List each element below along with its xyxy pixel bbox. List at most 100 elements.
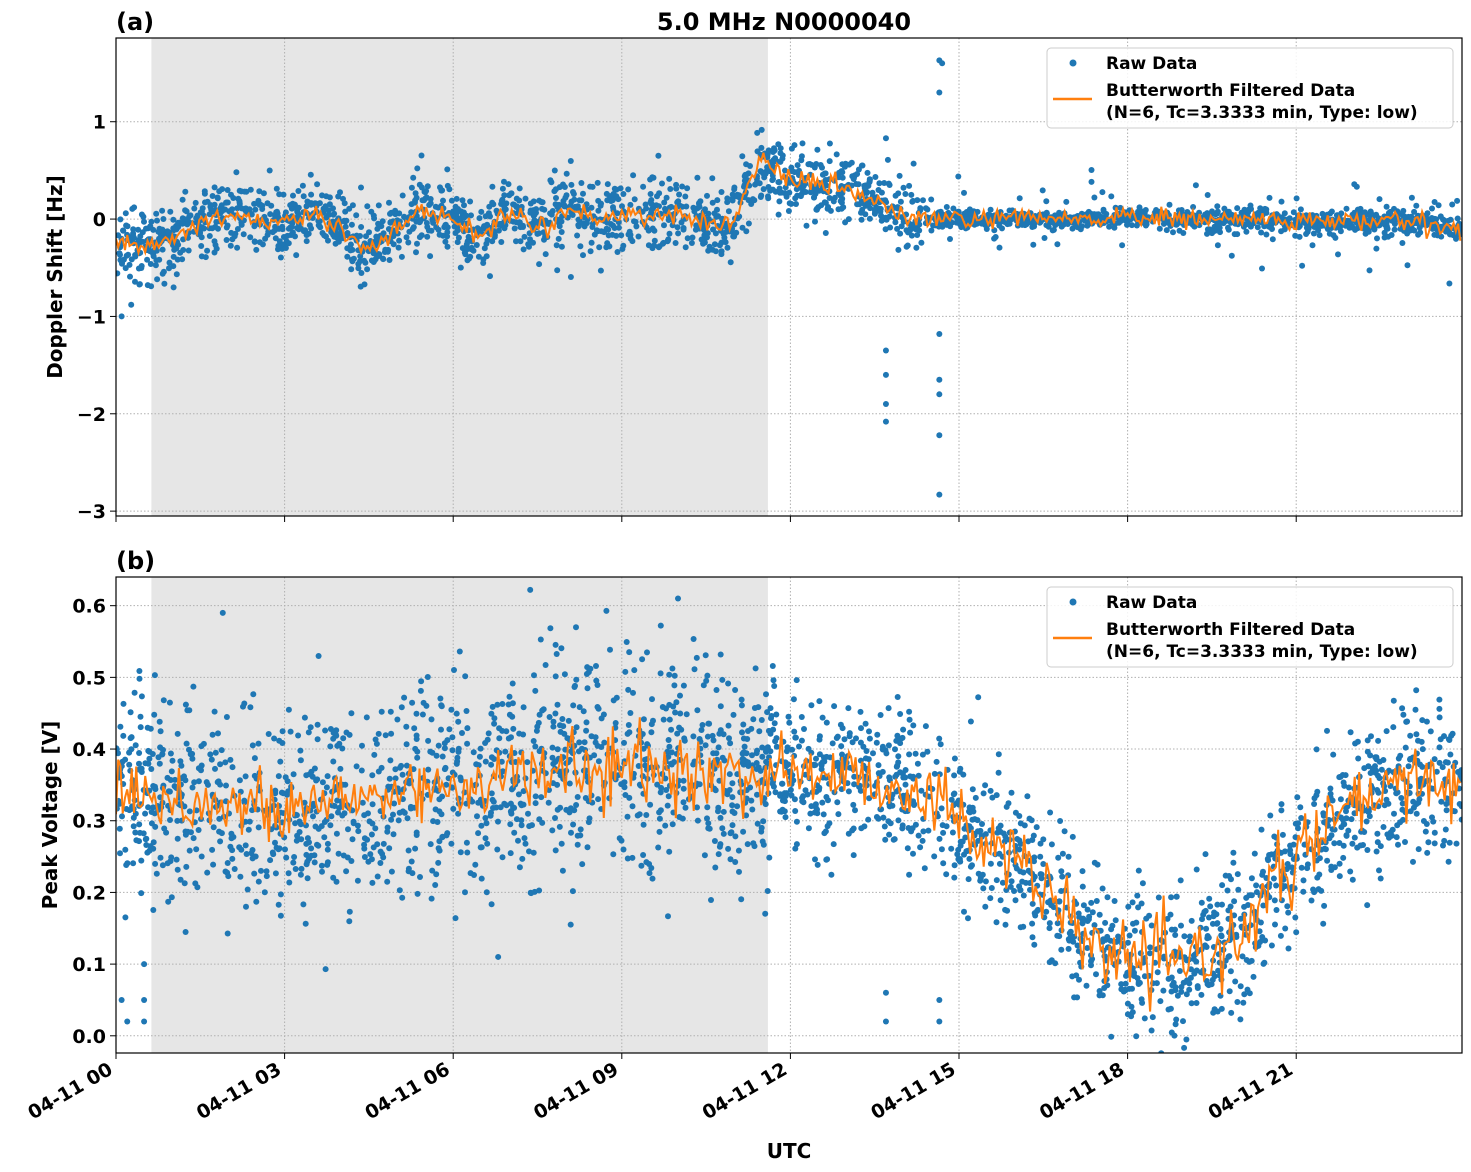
raw-data-point: [1266, 194, 1273, 201]
raw-data-point: [1298, 815, 1305, 821]
raw-data-point: [665, 913, 671, 920]
raw-data-point: [148, 820, 155, 827]
raw-data-point: [1329, 797, 1336, 804]
raw-data-point: [255, 740, 262, 747]
raw-data-point: [568, 181, 575, 188]
raw-data-point: [348, 266, 355, 273]
raw-data-point: [236, 844, 243, 851]
raw-data-point: [793, 201, 799, 207]
raw-data-point: [805, 161, 812, 168]
raw-data-point: [831, 194, 838, 201]
raw-data-point: [229, 236, 236, 243]
raw-data-point: [290, 859, 297, 866]
raw-data-point: [961, 908, 967, 915]
raw-data-point: [413, 710, 420, 717]
raw-data-point: [318, 862, 325, 869]
raw-data-point: [454, 239, 461, 246]
raw-data-point: [1099, 885, 1106, 892]
raw-data-point: [159, 226, 166, 233]
raw-data-point: [1451, 808, 1458, 815]
raw-data-point: [452, 915, 459, 922]
raw-data-point: [663, 787, 670, 793]
raw-data-point: [765, 195, 772, 202]
raw-data-point: [308, 201, 315, 208]
raw-data-point: [182, 929, 189, 935]
raw-data-point: [508, 786, 515, 793]
raw-data-point: [1376, 758, 1383, 765]
raw-data-point: [1441, 837, 1448, 844]
raw-data-point: [639, 656, 646, 663]
raw-data-point: [732, 687, 739, 693]
raw-data-point: [1292, 232, 1299, 239]
raw-data-point: [1168, 988, 1175, 995]
raw-data-point: [117, 216, 124, 223]
raw-data-point: [660, 239, 667, 246]
raw-data-point: [813, 185, 820, 192]
raw-data-point: [670, 703, 677, 710]
raw-data-point: [899, 825, 906, 832]
raw-data-point: [1363, 818, 1370, 825]
raw-data-point: [414, 165, 421, 172]
raw-data-point: [144, 256, 151, 263]
raw-data-point: [567, 274, 574, 280]
raw-data-point: [390, 811, 396, 818]
raw-data-point: [444, 166, 451, 173]
raw-data-point: [675, 230, 682, 237]
raw-data-point: [1201, 908, 1208, 915]
raw-data-point: [654, 193, 660, 200]
raw-data-point: [159, 862, 166, 869]
raw-data-point: [915, 772, 922, 779]
raw-data-point: [657, 670, 664, 677]
raw-data-point: [294, 208, 301, 215]
raw-data-point: [192, 199, 199, 206]
raw-data-point: [1297, 206, 1304, 213]
raw-data-point: [798, 157, 805, 164]
chart-title: 5.0 MHz N0000040: [657, 8, 911, 36]
raw-data-point: [251, 870, 258, 877]
raw-data-point: [1069, 833, 1076, 840]
raw-data-point: [217, 761, 224, 768]
raw-data-point: [609, 197, 616, 204]
raw-data-point: [645, 242, 652, 249]
raw-data-point: [330, 729, 337, 736]
raw-data-point: [174, 730, 181, 737]
raw-data-point: [532, 800, 539, 807]
raw-data-point: [302, 920, 309, 927]
raw-data-point: [561, 184, 568, 190]
raw-data-point: [1299, 262, 1306, 269]
raw-data-point: [206, 233, 213, 239]
raw-data-point: [906, 716, 913, 723]
raw-data-point: [772, 789, 779, 796]
raw-data-point: [877, 712, 884, 718]
raw-data-point: [1211, 973, 1218, 980]
raw-data-point: [885, 705, 892, 712]
raw-data-point: [631, 667, 638, 674]
raw-data-point: [169, 757, 176, 764]
raw-data-point: [1458, 816, 1462, 823]
raw-data-point: [668, 203, 675, 210]
raw-data-point: [1084, 906, 1091, 913]
raw-data-point: [766, 854, 773, 861]
raw-data-point: [1157, 998, 1164, 1005]
raw-data-point: [754, 820, 761, 827]
raw-data-point: [1443, 801, 1450, 807]
raw-data-point: [511, 225, 518, 232]
raw-data-point: [138, 769, 145, 775]
raw-data-point: [862, 211, 869, 218]
raw-data-point: [277, 758, 284, 765]
raw-data-point: [1338, 824, 1345, 831]
raw-data-point: [904, 242, 911, 249]
raw-data-point: [429, 216, 436, 223]
raw-data-point: [481, 223, 488, 230]
raw-data-point: [595, 207, 602, 214]
raw-data-point: [996, 244, 1003, 251]
raw-data-point: [212, 242, 219, 248]
raw-data-point: [1064, 221, 1071, 227]
raw-data-point: [668, 726, 675, 733]
raw-data-point: [275, 773, 282, 780]
raw-data-point: [136, 760, 142, 767]
raw-data-point: [395, 244, 402, 251]
raw-data-point: [1235, 886, 1242, 893]
raw-data-point: [234, 205, 241, 212]
raw-data-point: [1395, 841, 1401, 848]
